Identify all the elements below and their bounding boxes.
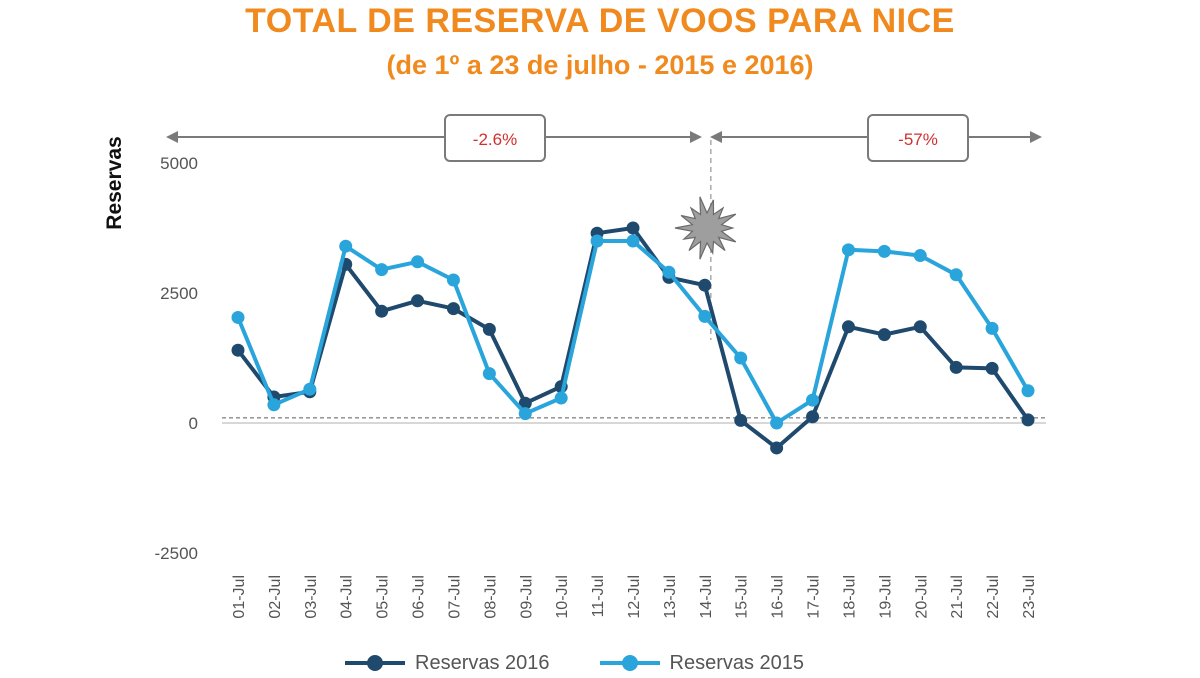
legend-swatch-2016 <box>345 653 405 673</box>
data-point-2015 <box>806 393 820 407</box>
annotation-label: -57% <box>898 130 938 149</box>
x-tick-label: 17-Jul <box>806 575 823 619</box>
x-tick-label: 02-Jul <box>267 575 284 619</box>
legend-label-2016: Reservas 2016 <box>415 651 550 674</box>
legend: Reservas 2016 Reservas 2015 <box>345 648 804 678</box>
x-tick-label: 18-Jul <box>841 575 858 619</box>
chart-subtitle: (de 1º a 23 de julho - 2015 e 2016) <box>386 50 814 80</box>
data-point-2016 <box>734 413 748 427</box>
y-tick-label: 2500 <box>160 284 198 303</box>
range-arrow-after-head-right <box>1030 131 1042 143</box>
data-point-2015 <box>303 382 317 396</box>
range-arrow-before-head-right <box>690 131 702 143</box>
series-line-2015 <box>236 239 1030 425</box>
x-tick-label: 11-Jul <box>590 575 607 617</box>
data-point-2016 <box>375 304 389 318</box>
range-arrow-before-head-left <box>166 131 178 143</box>
x-tick-label: 13-Jul <box>662 575 679 619</box>
data-point-2015 <box>913 249 927 263</box>
data-point-2016 <box>411 294 425 308</box>
data-point-2016 <box>949 360 963 374</box>
data-point-2015 <box>770 416 784 430</box>
explosion-icon <box>674 196 737 260</box>
data-point-2015 <box>590 234 604 248</box>
data-point-2016 <box>482 322 496 336</box>
x-tick-label: 14-Jul <box>698 575 715 619</box>
x-tick-label: 05-Jul <box>375 575 392 619</box>
x-tick-label: 23-Jul <box>1021 575 1038 619</box>
data-point-2015 <box>411 255 425 269</box>
chart-title: TOTAL DE RESERVA DE VOOS PARA NICE <box>245 2 955 40</box>
data-point-2015 <box>482 367 496 381</box>
data-point-2015 <box>339 239 353 253</box>
x-tick-label: 03-Jul <box>303 575 320 619</box>
x-tick-label: 01-Jul <box>231 575 248 619</box>
annotation-box <box>444 114 546 162</box>
data-point-2015 <box>267 398 281 412</box>
series-line-2016 <box>236 226 1030 450</box>
data-point-2015 <box>554 391 568 405</box>
data-point-2016 <box>770 441 784 455</box>
data-point-2015 <box>375 263 389 277</box>
data-point-2016 <box>231 343 245 357</box>
data-point-2015 <box>949 268 963 282</box>
data-point-2016 <box>446 302 460 316</box>
data-point-2015 <box>626 234 640 248</box>
data-point-2015 <box>985 321 999 335</box>
data-point-2016 <box>877 328 891 342</box>
x-tick-label: 21-Jul <box>949 575 966 619</box>
data-point-2016 <box>985 361 999 375</box>
data-point-2016 <box>626 221 640 235</box>
data-point-2016 <box>518 396 532 410</box>
x-tick-label: 04-Jul <box>339 575 356 619</box>
y-tick-label: 5000 <box>160 154 198 173</box>
data-point-2016 <box>806 410 820 424</box>
x-tick-label: 20-Jul <box>913 575 930 619</box>
y-tick-label: 0 <box>189 414 198 433</box>
legend-item-2015: Reservas 2015 <box>599 651 805 675</box>
x-tick-label: 10-Jul <box>554 575 571 619</box>
legend-swatch-2015 <box>599 653 660 673</box>
x-tick-label: 16-Jul <box>770 575 787 619</box>
data-point-2015 <box>446 273 460 287</box>
y-tick-label: -2500 <box>155 544 198 563</box>
data-point-2015 <box>877 244 891 258</box>
annotation-label: -2.6% <box>473 130 517 149</box>
data-point-2016 <box>1021 413 1035 427</box>
range-arrow-after-head-left <box>710 131 722 143</box>
data-point-2015 <box>1021 384 1035 398</box>
data-point-2015 <box>734 351 748 365</box>
data-point-2016 <box>913 320 927 334</box>
x-tick-label: 19-Jul <box>877 575 894 619</box>
data-point-2015 <box>841 243 855 257</box>
data-point-2015 <box>698 309 712 323</box>
annotation-box <box>867 114 969 162</box>
x-tick-label: 09-Jul <box>518 575 535 619</box>
data-point-2016 <box>698 278 712 292</box>
data-point-2015 <box>231 310 245 324</box>
data-point-2015 <box>518 407 532 421</box>
x-tick-label: 06-Jul <box>411 575 428 619</box>
legend-item-2016: Reservas 2016 <box>345 652 550 675</box>
x-tick-label: 15-Jul <box>734 575 751 619</box>
legend-label-2015: Reservas 2015 <box>669 651 805 674</box>
data-point-2016 <box>841 320 855 334</box>
x-tick-label: 12-Jul <box>626 575 643 619</box>
x-tick-label: 08-Jul <box>482 575 499 619</box>
x-tick-label: 07-Jul <box>446 575 463 619</box>
x-tick-label: 22-Jul <box>985 575 1002 619</box>
data-point-2015 <box>662 265 676 279</box>
